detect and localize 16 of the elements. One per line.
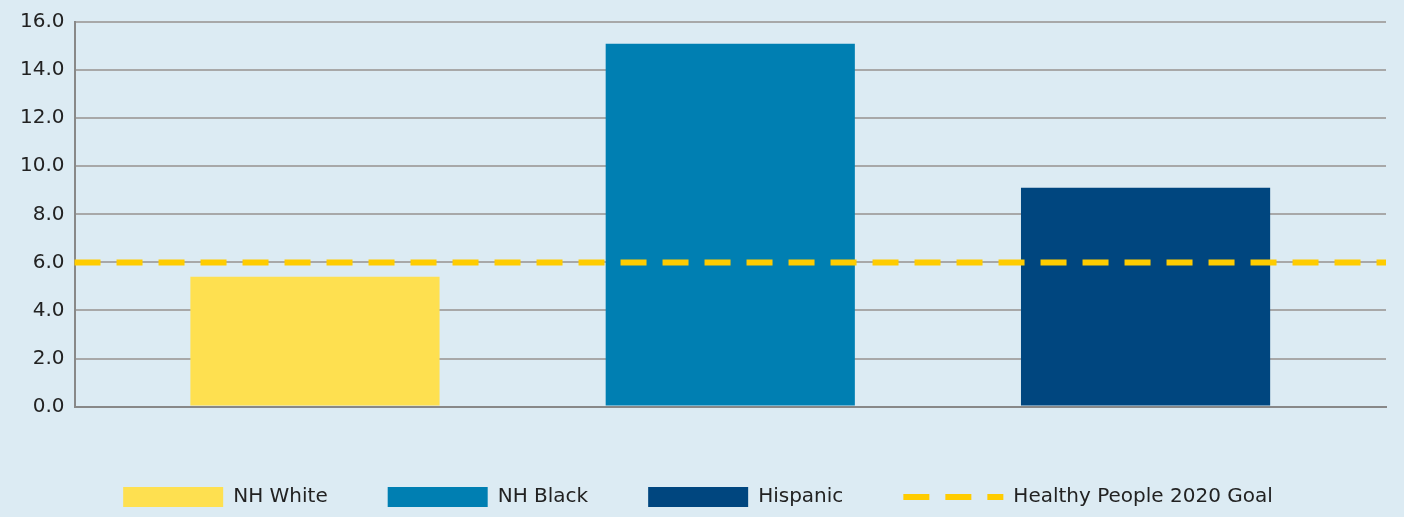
legend-label: NH Black [497, 483, 589, 508]
bar [190, 276, 440, 406]
legend-label: NH White [233, 483, 328, 508]
bar [1020, 187, 1271, 406]
legend-label: Healthy People 2020 Goal [1013, 483, 1273, 508]
y-tick-label: 2.0 [32, 344, 65, 369]
y-tick-label: 0.0 [32, 392, 65, 417]
y-tick-label: 14.0 [20, 56, 65, 81]
legend-label: Hispanic [758, 483, 844, 508]
y-tick-label: 8.0 [32, 200, 65, 225]
y-tick-label: 6.0 [32, 248, 65, 273]
y-tick-label: 12.0 [20, 104, 65, 129]
y-tick-label: 10.0 [20, 152, 65, 177]
y-tick-label: 4.0 [32, 296, 65, 321]
y-tick-label: 16.0 [20, 8, 65, 33]
bar [605, 43, 855, 406]
